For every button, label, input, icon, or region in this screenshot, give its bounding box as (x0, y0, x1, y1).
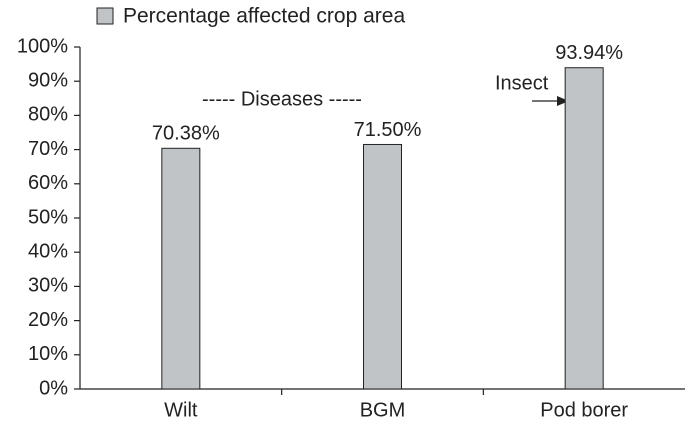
x-tick-label: Pod borer (540, 399, 628, 421)
y-tick-label: 10% (28, 343, 68, 365)
bar (161, 147, 201, 390)
value-label: 71.50% (354, 119, 422, 141)
x-tick-label: BGM (360, 399, 406, 421)
annotation: ----- Diseases ----- (202, 88, 362, 110)
y-tick-label: 60% (28, 172, 68, 194)
y-tick-label: 40% (28, 240, 68, 262)
y-tick-label: 100% (17, 35, 68, 57)
y-tick-label: 80% (28, 104, 68, 126)
y-tick-label: 70% (28, 138, 68, 160)
y-tick-label: 50% (28, 206, 68, 228)
legend-label: Percentage affected crop area (123, 5, 405, 28)
bar (363, 143, 402, 390)
annotation: Insect (495, 72, 549, 94)
y-tick-label: 90% (28, 69, 68, 91)
y-tick-label: 30% (28, 275, 68, 297)
y-tick-label: 20% (28, 309, 68, 331)
y-tick-label: 0% (39, 377, 68, 399)
value-label: 93.94% (555, 42, 623, 64)
bar (564, 67, 604, 390)
value-label: 70.38% (152, 123, 220, 145)
arrow-head (557, 96, 569, 106)
x-tick-label: Wilt (164, 399, 198, 421)
legend-swatch (96, 7, 114, 25)
